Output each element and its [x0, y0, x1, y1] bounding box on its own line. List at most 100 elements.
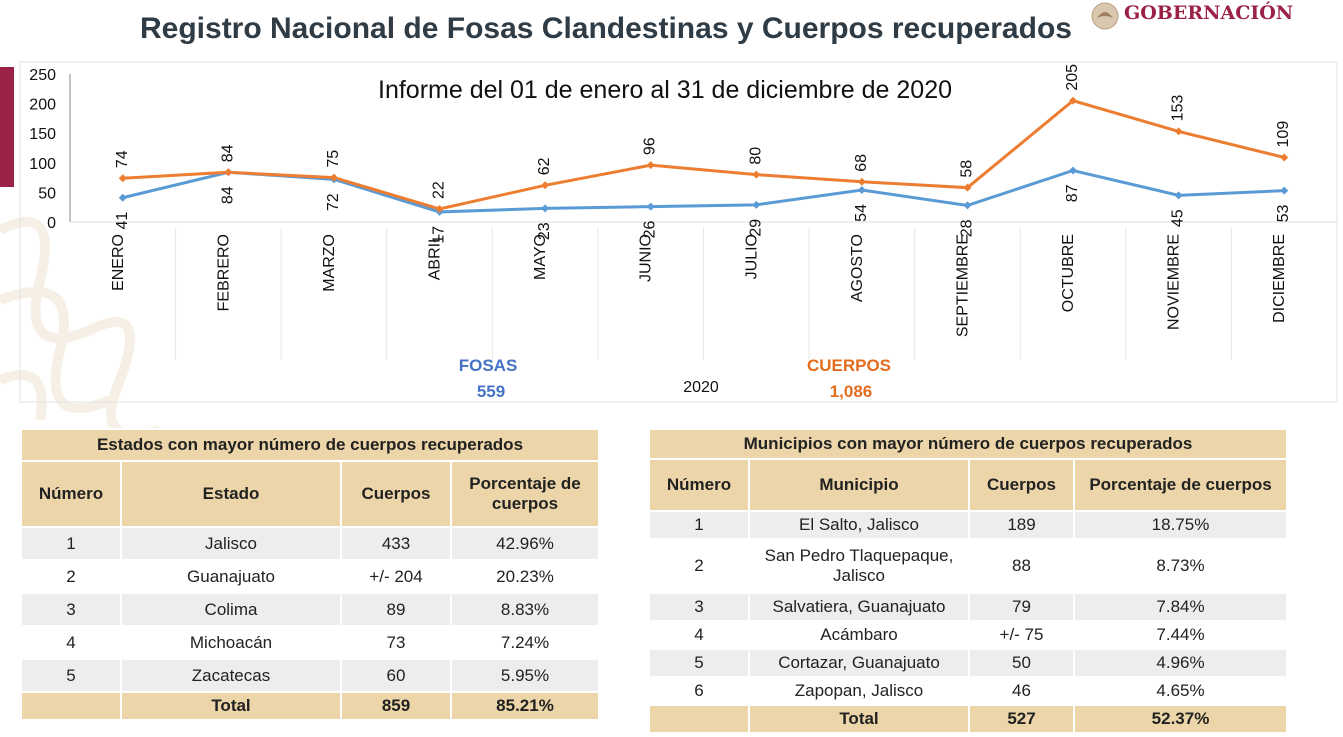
municipios-cell: 88 [968, 538, 1075, 594]
data-label-cuerpos: 109 [1275, 121, 1292, 148]
estados-total-row: Total 859 85.21% [20, 691, 600, 721]
category-label: MARZO [321, 234, 338, 292]
estados-header-estado: Estado [120, 460, 342, 528]
estados-caption: Estados con mayor número de cuerpos recu… [20, 428, 600, 462]
municipios-cell: 46 [968, 676, 1075, 706]
data-point-fosas [541, 204, 550, 213]
data-label-fosas: 41 [114, 212, 131, 230]
data-label-fosas: 54 [853, 204, 870, 222]
municipios-cell: Salvatiera, Guanajuato [748, 592, 970, 622]
plot-frame [19, 61, 1338, 403]
data-point-fosas [118, 193, 127, 202]
data-label-fosas: 72 [325, 193, 342, 211]
estados-row: 5 Zacatecas 60 5.95% [20, 658, 600, 693]
category-label: JULIO [743, 234, 760, 279]
chart-subtitle: Informe del 01 de enero al 31 de diciemb… [378, 76, 952, 104]
municipios-row: 6 Zapopan, Jalisco 46 4.65% [648, 676, 1288, 706]
category-label: FEBRERO [215, 234, 232, 311]
data-point-fosas [1069, 166, 1078, 175]
data-point-cuerpos [646, 161, 655, 170]
estados-row: 3 Colima 89 8.83% [20, 592, 600, 627]
legend-fosas-label: FOSAS [459, 356, 518, 375]
data-label-fosas: 87 [1064, 184, 1081, 202]
estados-cell: 3 [20, 592, 122, 627]
estados-cell: Colima [120, 592, 342, 627]
category-label: SEPTIEMBRE [954, 234, 971, 337]
estados-cell: 8.83% [450, 592, 600, 627]
municipios-cell: 79 [968, 592, 1075, 622]
category-label: OCTUBRE [1060, 234, 1077, 312]
estados-row: 4 Michoacán 73 7.24% [20, 625, 600, 660]
category-label: JUNIO [638, 234, 655, 282]
municipios-cell: 6 [648, 676, 750, 706]
municipios-total-cell: Total [748, 704, 970, 734]
y-tick-label: 50 [38, 185, 56, 202]
estados-cell: 60 [340, 658, 452, 693]
municipios-cell: 189 [968, 510, 1075, 540]
estados-cell: Guanajuato [120, 559, 342, 594]
data-label-cuerpos: 22 [431, 181, 448, 199]
y-tick-label: 0 [47, 215, 56, 232]
data-point-cuerpos [1280, 153, 1289, 162]
estados-cell: 433 [340, 526, 452, 561]
estados-header-cuerpos: Cuerpos [340, 460, 452, 528]
municipios-cell: 7.44% [1073, 620, 1288, 650]
municipios-cell: 4.65% [1073, 676, 1288, 706]
data-point-cuerpos [224, 168, 233, 177]
estados-cell: 5.95% [450, 658, 600, 693]
data-point-cuerpos [1174, 127, 1183, 136]
y-tick-label: 250 [29, 67, 56, 84]
legend-cuerpos-label: CUERPOS [807, 356, 891, 375]
data-label-fosas: 45 [1170, 209, 1187, 227]
data-point-cuerpos [118, 174, 127, 183]
data-point-fosas [963, 201, 972, 210]
data-label-cuerpos: 68 [853, 154, 870, 172]
estados-header-numero: Número [20, 460, 122, 528]
category-label: ABRIL [427, 234, 444, 280]
estados-header-porcentaje: Porcentaje de cuerpos [450, 460, 600, 528]
data-label-cuerpos: 62 [536, 157, 553, 175]
municipios-header-numero: Número [648, 458, 750, 512]
municipios-total-cell [648, 704, 750, 734]
legend-cuerpos-total: 1,086 [830, 382, 873, 401]
category-label: NOVIEMBRE [1166, 234, 1183, 330]
municipios-cell: El Salto, Jalisco [748, 510, 970, 540]
logo-text: GOBERNACIÓN [1124, 2, 1294, 24]
estados-cell: 7.24% [450, 625, 600, 660]
accent-side-bar [0, 67, 14, 187]
municipios-table: Municipios con mayor número de cuerpos r… [648, 428, 1288, 734]
data-point-cuerpos [541, 181, 550, 190]
municipios-row: 1 El Salto, Jalisco 189 18.75% [648, 510, 1288, 540]
page-title: Registro Nacional de Fosas Clandestinas … [140, 12, 1072, 45]
legend-fosas-total: 559 [477, 382, 505, 401]
estados-table: Estados con mayor número de cuerpos recu… [20, 428, 600, 721]
estados-total-cell: 859 [340, 691, 452, 721]
estados-cell: 89 [340, 592, 452, 627]
data-point-cuerpos [752, 170, 761, 179]
data-point-fosas [646, 202, 655, 211]
municipios-cell: 4.96% [1073, 648, 1288, 678]
estados-cell: 2 [20, 559, 122, 594]
data-label-fosas: 29 [747, 219, 764, 237]
data-label-cuerpos: 58 [958, 160, 975, 178]
government-seal-icon [1091, 2, 1119, 30]
data-label-cuerpos: 74 [114, 150, 131, 168]
municipios-cell: 4 [648, 620, 750, 650]
municipios-cell: Zapopan, Jalisco [748, 676, 970, 706]
data-point-cuerpos [857, 177, 866, 186]
municipios-row: 4 Acámbaro +/- 75 7.44% [648, 620, 1288, 650]
y-tick-label: 100 [29, 156, 56, 173]
estados-cell: 4 [20, 625, 122, 660]
municipios-cell: 18.75% [1073, 510, 1288, 540]
estados-total-cell: 85.21% [450, 691, 600, 721]
data-label-cuerpos: 153 [1170, 95, 1187, 122]
category-label: DICIEMBRE [1271, 234, 1288, 323]
municipios-caption: Municipios con mayor número de cuerpos r… [648, 428, 1288, 460]
y-tick-label: 150 [29, 126, 56, 143]
municipios-cell: 7.84% [1073, 592, 1288, 622]
municipios-cell: 1 [648, 510, 750, 540]
data-point-cuerpos [1069, 96, 1078, 105]
municipios-cell: 8.73% [1073, 538, 1288, 594]
municipios-row: 2 San Pedro Tlaquepaque, Jalisco 88 8.73% [648, 538, 1288, 594]
